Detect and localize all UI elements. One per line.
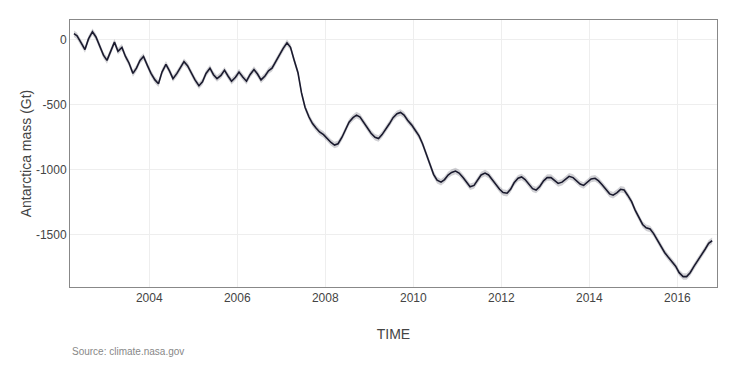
svg-text:-1000: -1000 bbox=[36, 163, 67, 177]
svg-text:Antarctica mass (Gt): Antarctica mass (Gt) bbox=[18, 90, 34, 218]
svg-text:2012: 2012 bbox=[488, 291, 515, 305]
svg-text:2006: 2006 bbox=[224, 291, 251, 305]
svg-text:TIME: TIME bbox=[377, 326, 410, 342]
svg-text:-500: -500 bbox=[43, 98, 67, 112]
svg-text:2008: 2008 bbox=[312, 291, 339, 305]
svg-text:0: 0 bbox=[60, 33, 67, 47]
svg-text:-1500: -1500 bbox=[36, 228, 67, 242]
svg-text:Source: climate.nasa.gov: Source: climate.nasa.gov bbox=[72, 346, 184, 357]
svg-text:2016: 2016 bbox=[664, 291, 691, 305]
svg-text:2010: 2010 bbox=[400, 291, 427, 305]
svg-text:2004: 2004 bbox=[136, 291, 163, 305]
svg-text:2014: 2014 bbox=[576, 291, 603, 305]
